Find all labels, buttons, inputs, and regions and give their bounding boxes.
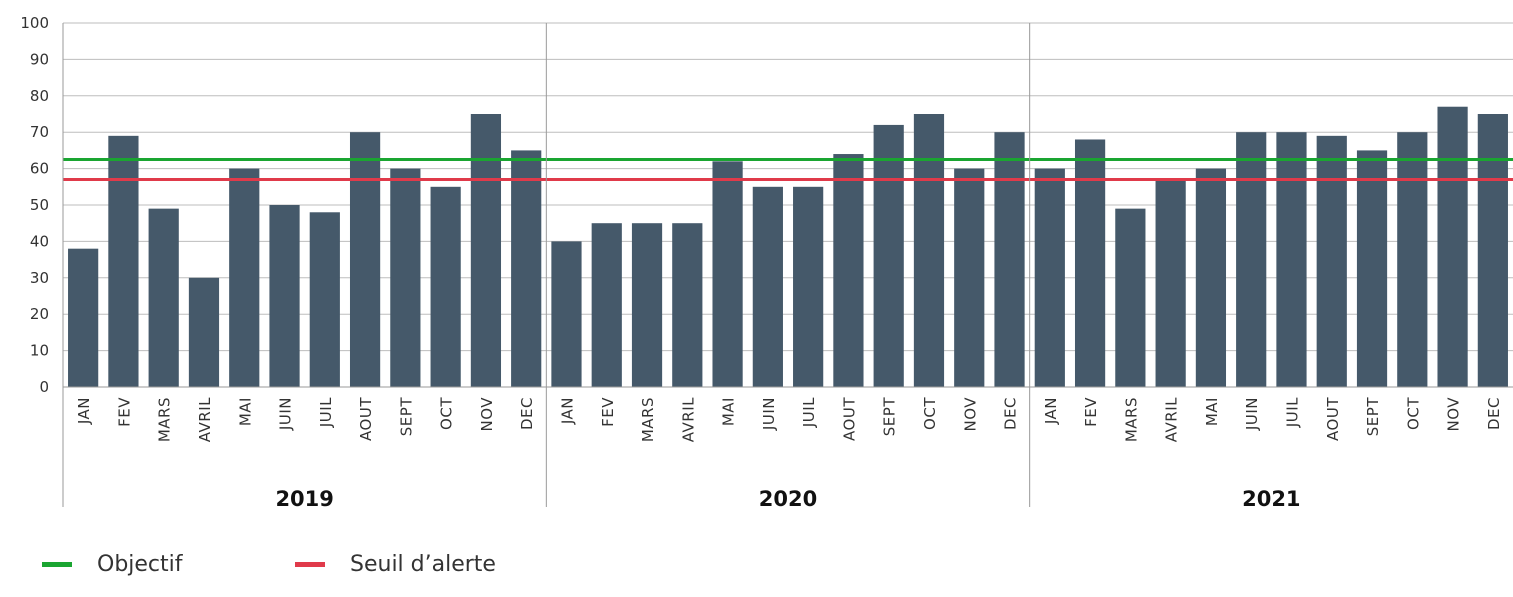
x-tick-label: NOV (1445, 397, 1463, 432)
bar-2019-avril (188, 277, 220, 387)
x-tick-label: JUIL (1283, 397, 1301, 428)
year-label: 2019 (275, 487, 333, 511)
x-tick-label: AVRIL (1163, 397, 1181, 442)
year-label: 2020 (759, 487, 817, 511)
bar-2021-jan (1034, 168, 1065, 387)
year-label: 2021 (1242, 487, 1300, 511)
x-tick-label: SEPT (881, 397, 899, 437)
x-tick-label: AVRIL (196, 397, 214, 442)
x-tick-label: MAI (720, 397, 738, 426)
y-tick-label: 90 (30, 50, 49, 68)
bar-2020-aout (833, 154, 864, 387)
x-tick-label: MARS (1122, 397, 1140, 442)
legend-label-seuil: Seuil d’alerte (350, 552, 496, 577)
gridlines (63, 22, 1513, 388)
y-tick-label: 10 (30, 342, 49, 360)
x-tick-label: FEV (115, 397, 133, 427)
objectif-swatch (42, 562, 72, 567)
bar-2021-sept (1356, 150, 1388, 387)
bar-chart: 0 10 20 30 40 50 60 70 80 90 100 JAN FEV MARS AVRIL MA… (20, 14, 1513, 511)
x-tick-label: MARS (639, 397, 657, 442)
bar-2021-dec (1477, 114, 1508, 387)
bar-2020-juil (793, 186, 824, 387)
x-tick-label: NOV (961, 397, 979, 432)
x-tick-label: JUIN (760, 397, 778, 431)
x-tick-label: MAI (236, 397, 254, 426)
bar-2019-mars (148, 208, 179, 387)
reference-lines (63, 158, 1513, 182)
bar-2021-mars (1115, 208, 1146, 387)
x-tick-label: AOUT (840, 397, 858, 441)
y-tick-label: 30 (30, 269, 49, 287)
bar-2019-oct (430, 186, 461, 387)
x-tick-label: JAN (1042, 397, 1060, 425)
x-tick-label: SEPT (1364, 397, 1382, 437)
x-tick-label: NOV (478, 397, 496, 432)
x-tick-label: SEPT (397, 397, 415, 437)
x-tick-label: FEV (599, 397, 617, 427)
x-tick-label: JUIN (277, 397, 295, 431)
bar-2019-dec (511, 150, 542, 387)
bar-2020-mai (712, 161, 743, 387)
bar-2019-juil (309, 212, 340, 387)
bar-2021-aout (1316, 135, 1347, 387)
x-tick-label: JUIL (800, 397, 818, 428)
legend-objectif: Objectif (42, 552, 183, 577)
x-tick-label: AOUT (357, 397, 375, 441)
bar-2020-juin (752, 186, 783, 387)
y-tick-label: 100 (20, 14, 49, 32)
bar-2021-avril (1155, 179, 1186, 387)
x-tick-label: JUIL (317, 397, 335, 428)
bars (68, 106, 1508, 388)
y-tick-label: 20 (30, 305, 49, 323)
x-tick-label: DEC (518, 397, 536, 430)
bar-2020-dec (994, 132, 1025, 387)
legend-seuil: Seuil d’alerte (295, 552, 496, 577)
bar-2020-fev (591, 223, 622, 387)
x-tick-label: FEV (1082, 397, 1100, 427)
bar-2020-nov (954, 168, 985, 387)
x-tick-label: MARS (156, 397, 174, 442)
y-tick-label: 60 (30, 160, 49, 178)
y-tick-label: 80 (30, 87, 49, 105)
y-tick-label: 50 (30, 196, 49, 214)
seuil-swatch (295, 562, 325, 567)
bar-2019-nov (470, 114, 502, 387)
bar-2019-sept (390, 168, 421, 387)
bar-2019-mai (229, 168, 260, 387)
bar-2021-mai (1195, 168, 1227, 387)
x-tick-label: OCT (921, 397, 939, 430)
x-tick-label: OCT (1404, 397, 1422, 430)
x-tick-label: JAN (75, 397, 93, 425)
y-axis: 0 10 20 30 40 50 60 70 80 90 100 (20, 14, 49, 396)
bar-2020-mars (631, 223, 663, 387)
bar-2019-jan (68, 248, 99, 387)
x-axis: JAN FEV MARS AVRIL MAI JUIN JUIL AOUT SEPT OCT NOV… (62, 23, 1513, 511)
bar-2020-jan (551, 241, 582, 387)
bar-2021-fev (1074, 139, 1106, 387)
x-tick-label: AOUT (1324, 397, 1342, 441)
y-tick-label: 40 (30, 232, 49, 250)
bar-2021-nov (1437, 106, 1468, 387)
bar-2020-avril (672, 223, 703, 387)
bar-2021-juin (1236, 132, 1267, 387)
x-tick-label: OCT (438, 397, 456, 430)
x-tick-label: AVRIL (679, 397, 697, 442)
bar-2019-juin (269, 205, 300, 387)
bar-2021-oct (1397, 132, 1428, 387)
y-tick-label: 70 (30, 123, 49, 141)
x-tick-label: DEC (1485, 397, 1503, 430)
bar-2021-juil (1276, 132, 1307, 387)
bar-2019-fev (108, 135, 139, 387)
x-tick-label: DEC (1002, 397, 1020, 430)
bar-2019-aout (349, 132, 381, 387)
legend-label-objectif: Objectif (97, 552, 183, 577)
x-tick-label: JUIN (1243, 397, 1261, 431)
x-tick-label: JAN (558, 397, 576, 425)
y-tick-label: 0 (39, 378, 49, 396)
x-tick-label: MAI (1203, 397, 1221, 426)
bar-2020-sept (873, 124, 904, 388)
bar-2020-oct (913, 114, 945, 387)
